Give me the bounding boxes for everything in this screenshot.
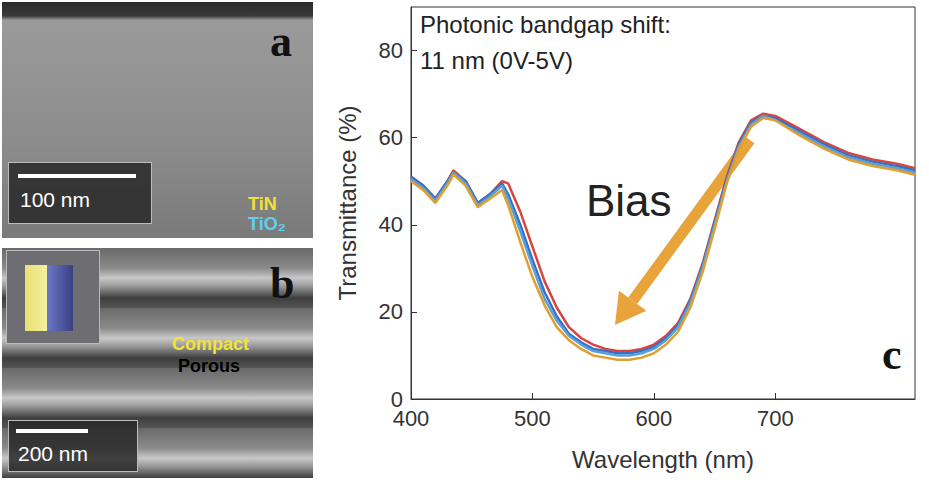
svg-text:0: 0 xyxy=(390,386,403,412)
svg-text:400: 400 xyxy=(393,406,430,431)
svg-text:11 nm (0V-5V): 11 nm (0V-5V) xyxy=(420,47,573,74)
svg-text:40: 40 xyxy=(379,212,403,237)
svg-text:c: c xyxy=(882,330,902,379)
svg-text:Bias: Bias xyxy=(586,176,672,225)
svg-text:Wavelength (nm): Wavelength (nm) xyxy=(572,446,754,473)
svg-text:Photonic bandgap shift:: Photonic bandgap shift: xyxy=(420,11,671,38)
svg-text:20: 20 xyxy=(379,299,403,324)
html-text:Porous: Porous xyxy=(178,356,240,376)
html-text:TiO₂: TiO₂ xyxy=(248,214,286,234)
html-text:a: a xyxy=(270,17,292,66)
html-text:Compact: Compact xyxy=(172,334,249,354)
svg-text:700: 700 xyxy=(757,406,794,431)
html-text:TiN: TiN xyxy=(248,194,277,214)
html-text:200 nm: 200 nm xyxy=(18,442,88,465)
html-text:b: b xyxy=(270,259,295,308)
svg-text:500: 500 xyxy=(514,406,551,431)
svg-text:Transmittance (%): Transmittance (%) xyxy=(334,105,361,300)
html-text:100 nm: 100 nm xyxy=(20,188,90,211)
svg-text:80: 80 xyxy=(379,38,403,63)
svg-text:60: 60 xyxy=(379,125,403,150)
svg-text:600: 600 xyxy=(636,406,673,431)
